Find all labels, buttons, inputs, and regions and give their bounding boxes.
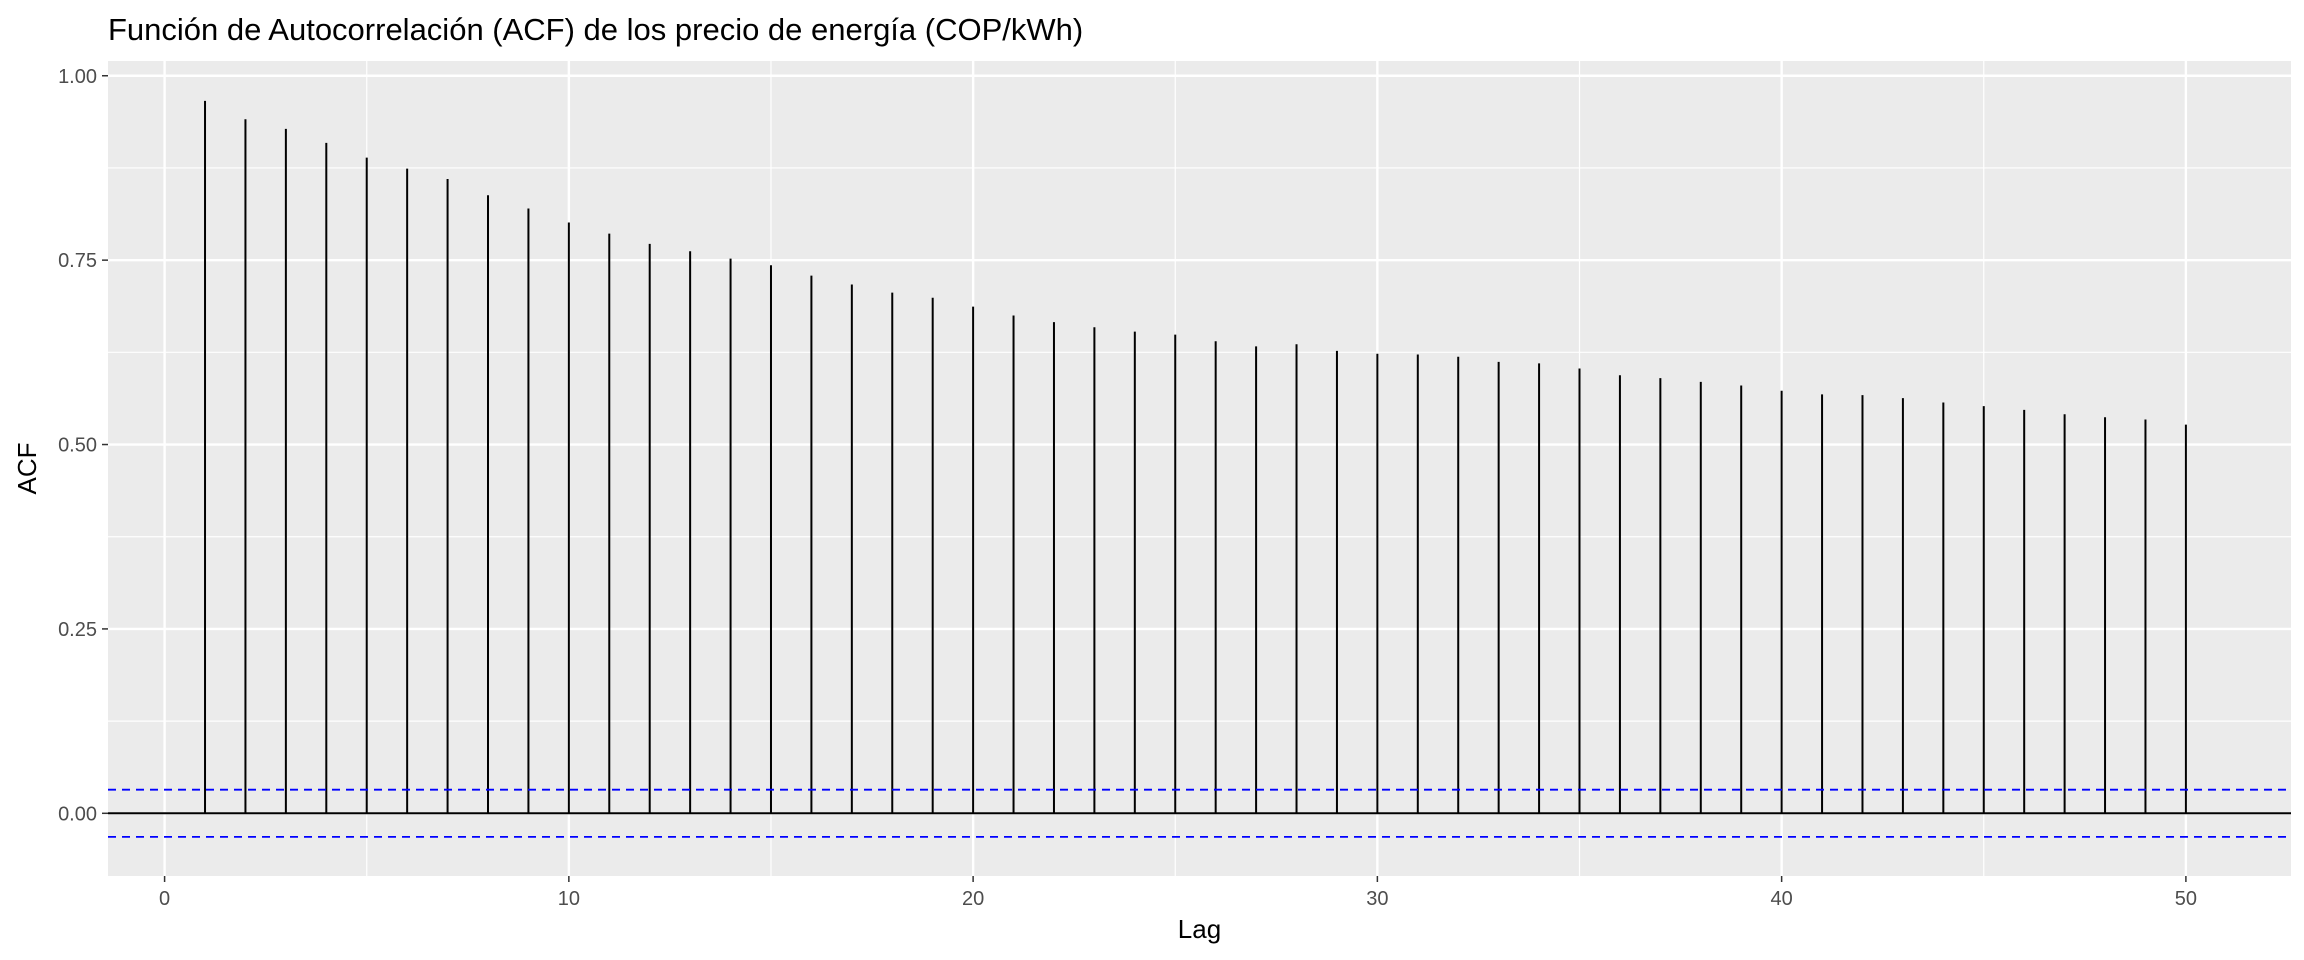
reference-lines [108,788,2291,838]
y-tick-label: 0.25 [58,619,97,641]
x-tick-label: 20 [962,888,984,910]
x-tick-label: 30 [1366,888,1388,910]
acf-bars [204,100,2187,814]
y-tick-label: 1.00 [58,66,97,88]
x-tick-label: 10 [558,888,580,910]
x-tick-label: 40 [1771,888,1793,910]
y-tick-label: 0.00 [58,803,97,825]
x-axis-title: Lag [1178,914,1221,944]
y-tick-label: 0.50 [58,435,97,457]
y-tick-label: 0.75 [58,250,97,272]
x-tick-label: 50 [2175,888,2197,910]
x-axis: 0 10 20 30 40 50 [159,876,2197,910]
chart-title: Función de Autocorrelación (ACF) de los … [108,12,1084,47]
y-axis-title: ACF [12,443,42,495]
y-axis: 0.00 0.25 0.50 0.75 1.00 [58,66,108,825]
x-tick-label: 0 [159,888,170,910]
plot-panel [108,61,2291,876]
